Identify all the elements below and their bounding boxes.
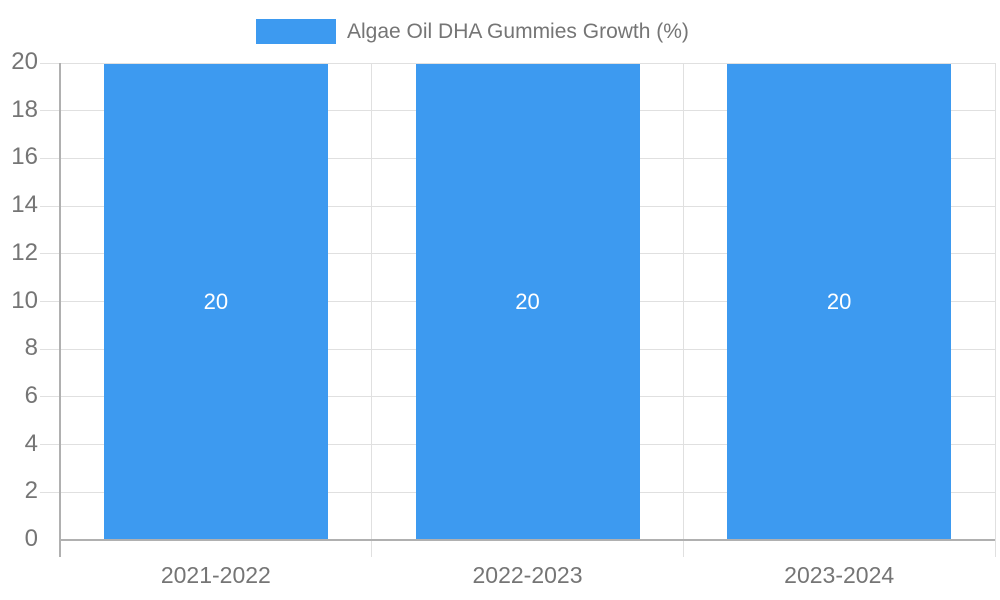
bar[interactable]: 20 bbox=[727, 64, 952, 540]
bar[interactable]: 20 bbox=[415, 64, 640, 540]
y-axis-tick-label: 0 bbox=[24, 525, 38, 552]
y-axis-tick-label: 18 bbox=[11, 95, 38, 123]
y-axis-line bbox=[59, 63, 61, 557]
legend-label: Algae Oil DHA Gummies Growth (%) bbox=[347, 19, 689, 43]
y-axis-tick-label: 12 bbox=[11, 238, 38, 266]
y-axis-tick-label: 16 bbox=[11, 143, 38, 171]
y-axis-tick-label: 10 bbox=[11, 286, 38, 314]
y-axis-tick-label: 8 bbox=[24, 334, 38, 362]
chart-legend[interactable]: Algae Oil DHA Gummies Growth (%) bbox=[256, 19, 689, 44]
x-axis-category-label: 2022-2023 bbox=[472, 562, 583, 588]
y-axis-tick-label: 6 bbox=[24, 381, 38, 409]
gridline-vertical bbox=[371, 63, 373, 557]
x-axis-category-label: 2023-2024 bbox=[784, 562, 895, 588]
bar-value-label: 20 bbox=[203, 289, 229, 314]
gridline-vertical bbox=[682, 63, 684, 557]
y-axis-tick-label: 4 bbox=[24, 429, 38, 457]
bar[interactable]: 20 bbox=[103, 64, 328, 540]
x-axis-category-label: 2021-2022 bbox=[160, 562, 271, 588]
y-axis-tick-label: 14 bbox=[11, 191, 38, 219]
legend-swatch bbox=[256, 19, 336, 44]
y-axis-tick-label: 2 bbox=[24, 477, 38, 505]
gridline-vertical bbox=[994, 63, 996, 557]
bar-value-label: 20 bbox=[515, 289, 540, 314]
bar-value-label: 20 bbox=[826, 289, 852, 314]
gridline-horizontal bbox=[40, 62, 995, 64]
x-axis-line bbox=[60, 539, 995, 541]
y-axis-tick-label: 20 bbox=[11, 48, 38, 75]
